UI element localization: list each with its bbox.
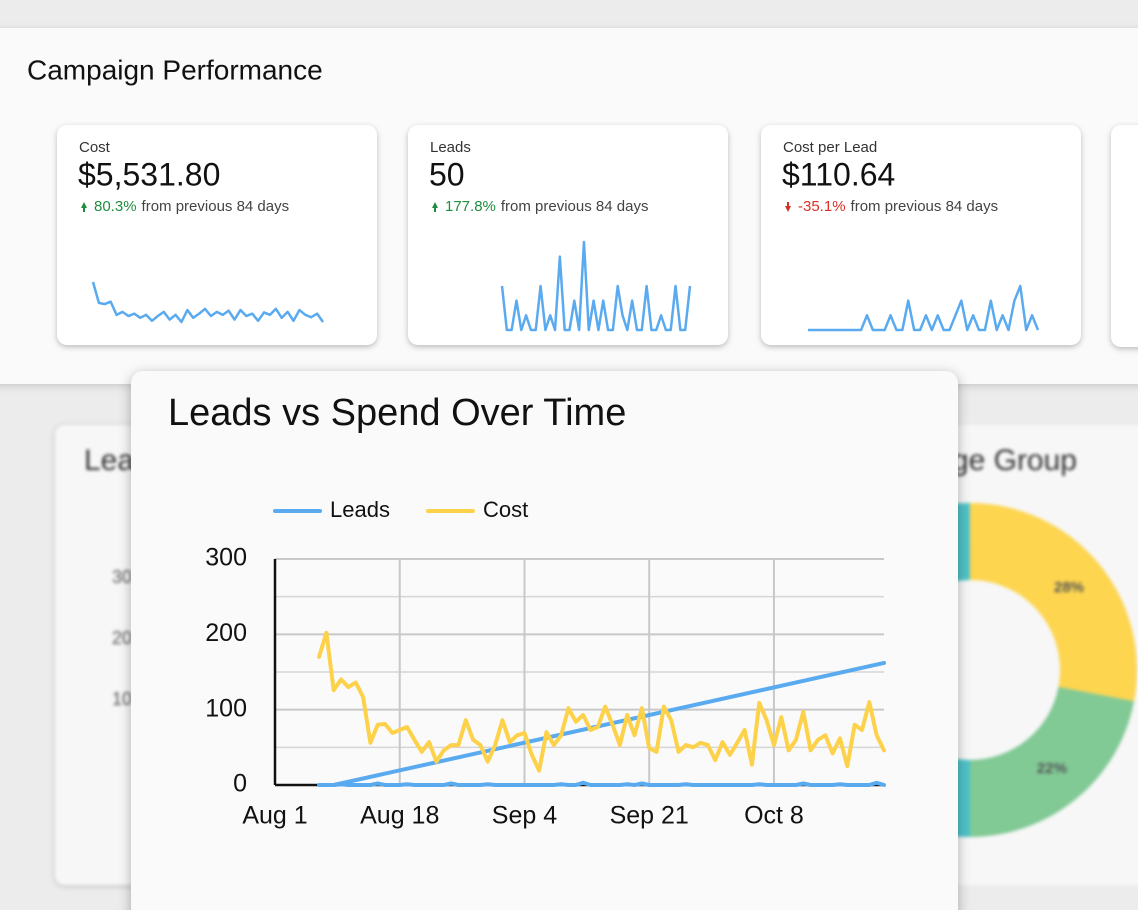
kpi-label: Leads — [430, 139, 471, 156]
card-title: ge Group — [952, 444, 1077, 477]
x-tick-label: Sep 4 — [492, 802, 557, 830]
series-line — [317, 780, 886, 787]
x-tick-label: Aug 1 — [242, 802, 307, 830]
y-tick-label: 300 — [205, 544, 247, 572]
y-tick-label: 30 — [112, 567, 132, 587]
kpi-change: 177.8% from previous 84 days — [445, 198, 648, 215]
slice-label: 22% — [1037, 760, 1067, 777]
sparkline — [500, 240, 692, 332]
kpi-value: 50 — [429, 156, 465, 192]
front-layer: Leads vs Spend Over Time 0 100 200 300 Aug 1… — [131, 371, 958, 910]
kpi-label: Cost per Lead — [783, 139, 877, 156]
kpi-label: Cost — [79, 139, 111, 156]
main-card — [131, 371, 958, 910]
change-value: 80.3% — [94, 198, 137, 215]
kpi-value: $5,531.80 — [78, 156, 220, 192]
donut-slice — [970, 686, 1135, 837]
change-value: 177.8% — [445, 198, 496, 215]
trend-line — [331, 660, 886, 787]
y-tick-label: 20 — [112, 628, 132, 648]
x-tick-label: Sep 21 — [610, 802, 689, 830]
sparkline — [91, 281, 325, 324]
trend-arrow — [785, 202, 791, 212]
y-tick-label: 200 — [205, 619, 247, 647]
card-title: Lea — [84, 444, 134, 477]
change-note: from previous 84 days — [501, 198, 649, 215]
kpi-change: -35.1% from previous 84 days — [798, 198, 998, 215]
chart-title: Leads vs Spend Over Time — [168, 392, 626, 434]
y-tick-label: 0 — [233, 770, 247, 798]
legend-label: Leads — [330, 497, 390, 522]
card-bg — [761, 125, 1081, 345]
change-value: -35.1% — [798, 198, 846, 215]
kpi-card: Cost$5,531.80 80.3% from previous 84 days — [57, 125, 377, 345]
kpi-card: Cost per Lead$110.64 -35.1% from previous … — [761, 125, 1081, 345]
trend-arrow — [432, 202, 438, 212]
sparkline — [808, 284, 1040, 332]
change-note: from previous 84 days — [142, 198, 290, 215]
kpi-card — [1111, 125, 1138, 347]
legend-label: Cost — [483, 497, 528, 522]
kpi-value: $110.64 — [782, 156, 895, 192]
card-bg — [57, 125, 377, 345]
x-tick-label: Oct 8 — [744, 802, 804, 830]
change-note: from previous 84 days — [851, 198, 999, 215]
trend-arrow — [81, 202, 87, 212]
panel-title: Campaign Performance — [27, 54, 323, 85]
x-tick-label: Aug 18 — [360, 802, 439, 830]
series-line — [317, 630, 886, 773]
donut-slice — [970, 503, 1138, 702]
y-tick-label: 100 — [205, 694, 247, 722]
kpi-change: 80.3% from previous 84 days — [94, 198, 289, 215]
slice-label: 28% — [1054, 579, 1084, 596]
y-tick-label: 10 — [112, 689, 132, 709]
